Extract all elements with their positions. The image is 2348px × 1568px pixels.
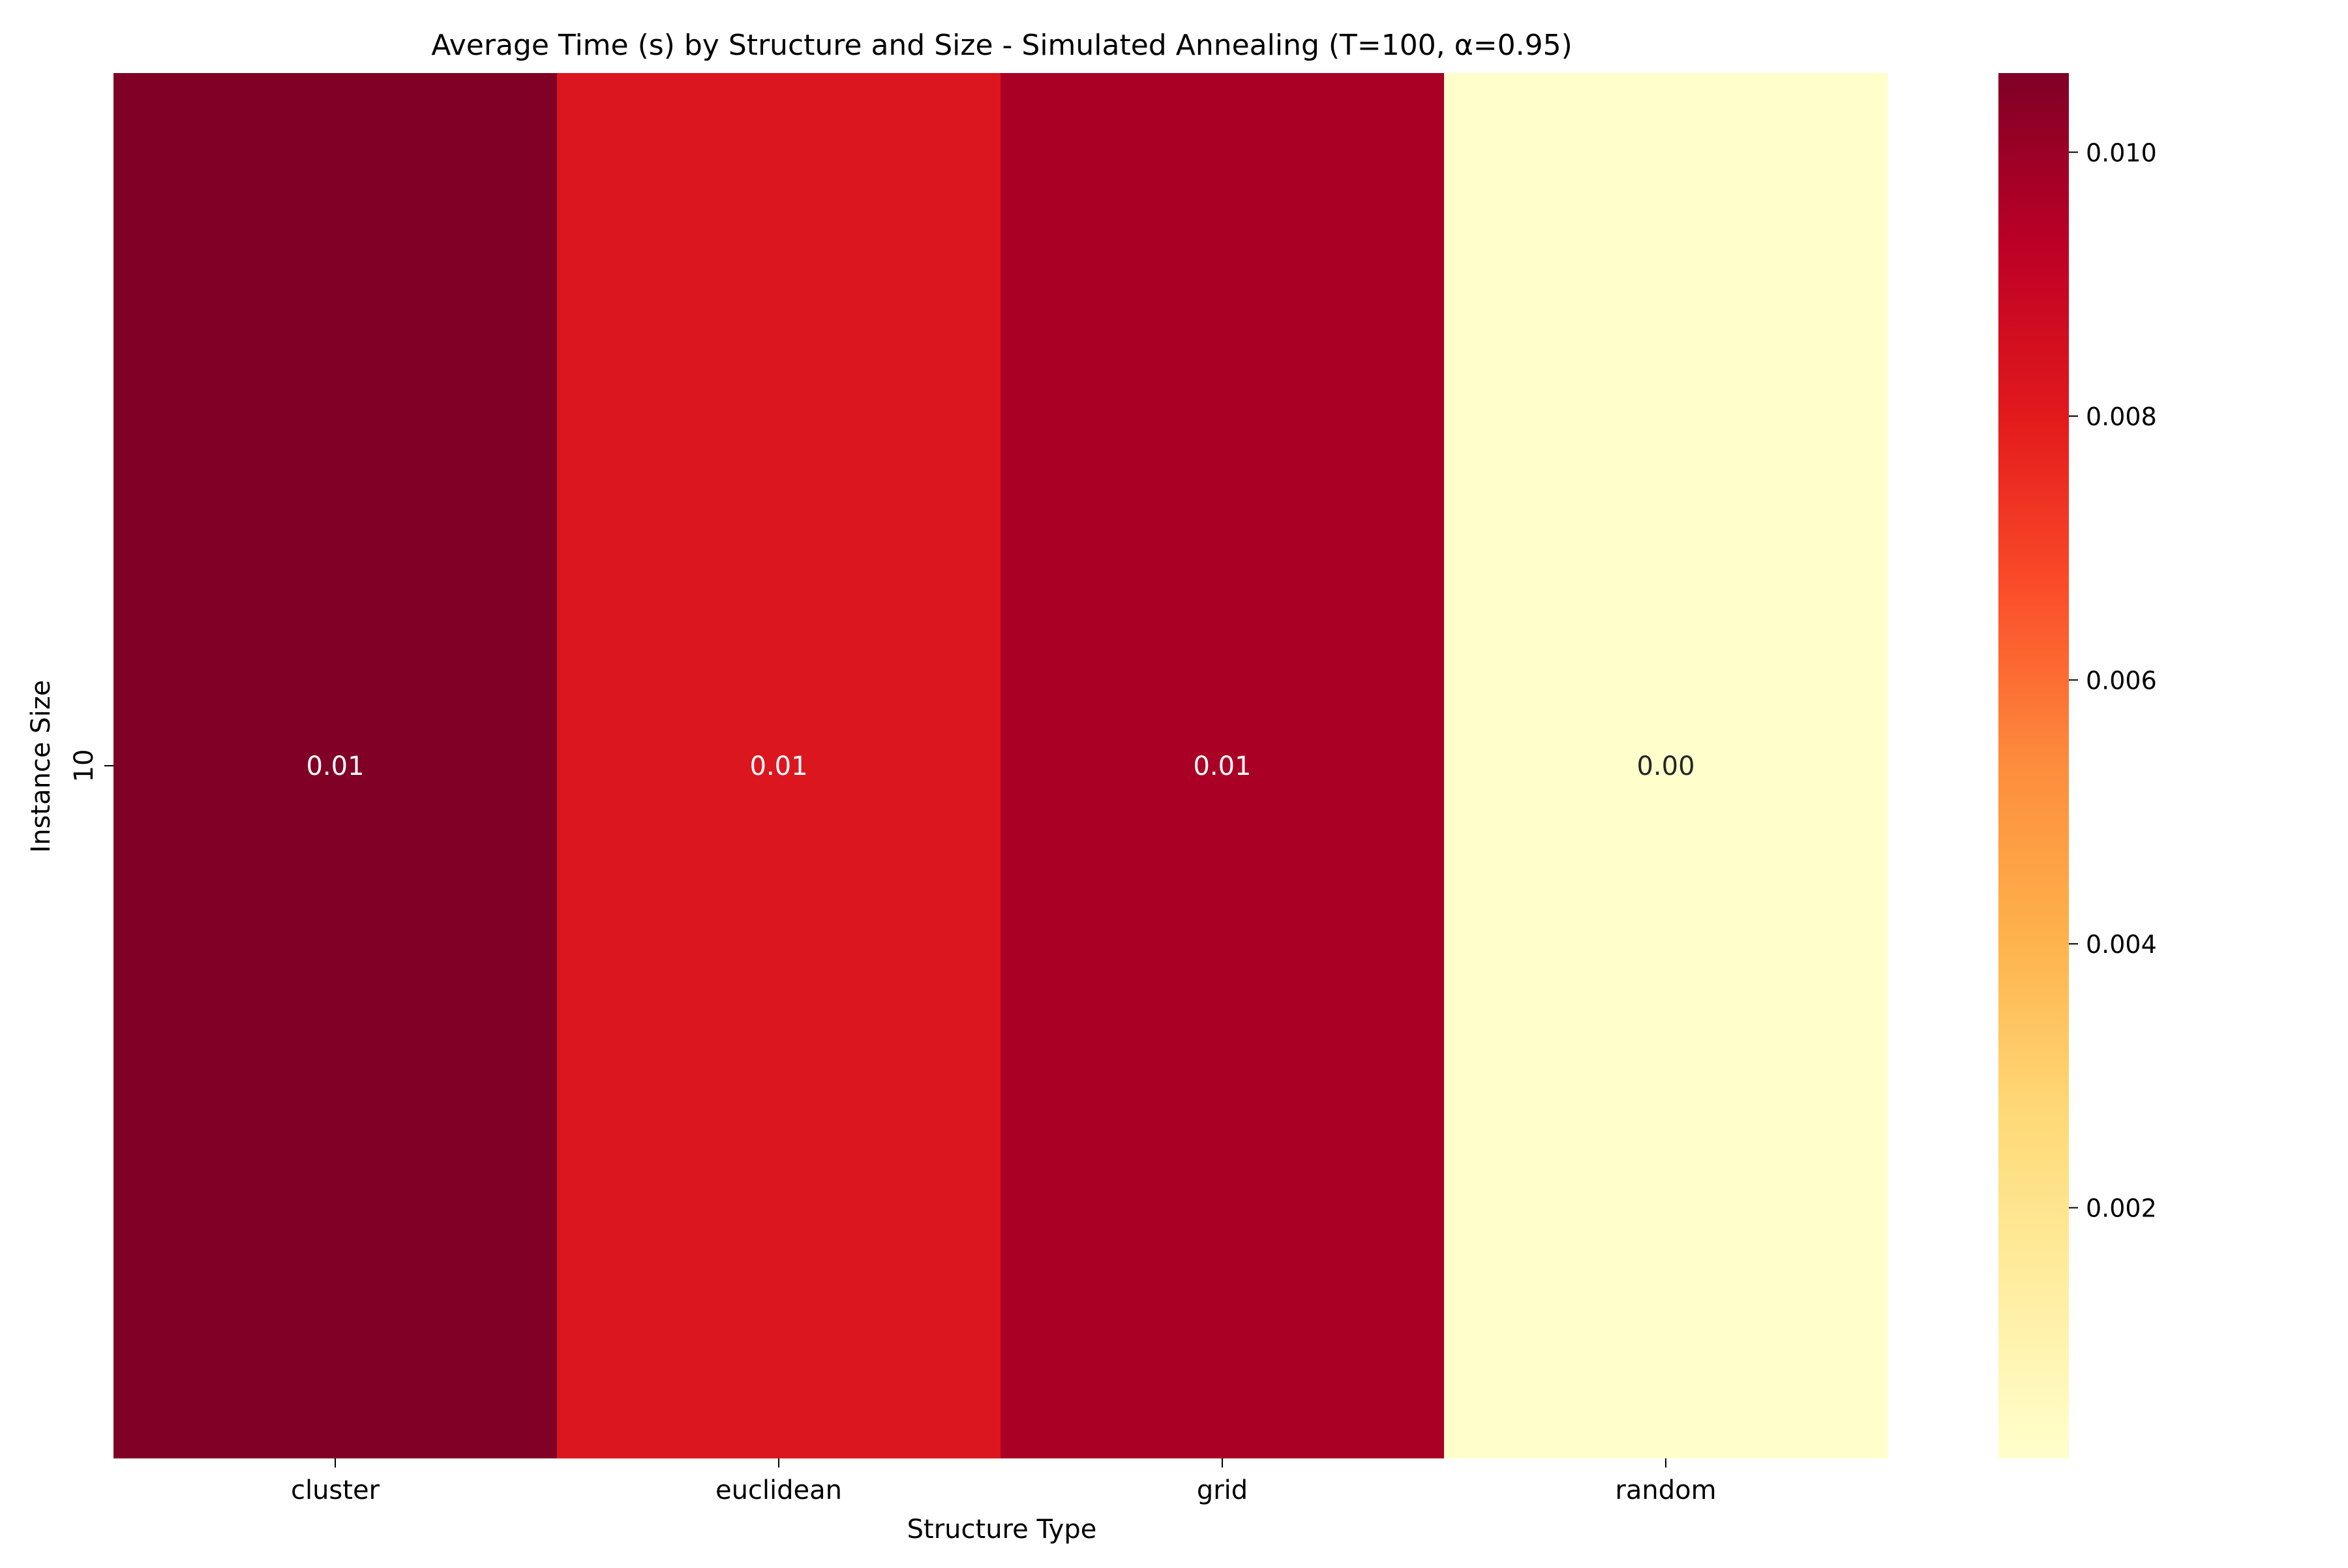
x-axis-label: Structure Type [907,1515,1097,1545]
colorbar-tick-label: 0.006 [2086,667,2157,695]
x-tick-label-random: random [1615,1475,1716,1505]
cell-annotations: 0.01 0.01 0.01 0.00 [306,751,1694,781]
x-tick-label-euclidean: euclidean [715,1475,842,1505]
x-axis-ticks: cluster euclidean grid random [291,1458,1717,1505]
colorbar-tick-label: 0.004 [2086,930,2157,959]
colorbar-tick-label: 0.008 [2086,402,2157,431]
heatmap-cells [113,73,1888,1458]
y-axis-label: Instance Size [26,680,56,853]
cell-annotation-euclidean: 0.01 [749,751,807,781]
colorbar-gradient [1998,73,2069,1458]
cell-annotation-cluster: 0.01 [306,751,364,781]
x-tick-label-grid: grid [1197,1475,1248,1505]
chart-title: Average Time (s) by Structure and Size -… [431,29,1573,62]
colorbar-tick-label: 0.010 [2086,138,2157,167]
y-axis-ticks: 10 [69,749,113,783]
heatmap-cell-cluster [113,73,558,1458]
x-tick-label-cluster: cluster [291,1475,380,1505]
heatmap-cell-random [1444,73,1888,1458]
y-tick-label-10: 10 [69,749,99,783]
colorbar-tick-label: 0.002 [2086,1194,2157,1223]
colorbar-ticks: 0.002 0.004 0.006 0.008 0.010 [2069,138,2157,1223]
heatmap-cell-grid [1001,73,1445,1458]
cell-annotation-random: 0.00 [1636,751,1694,781]
cell-annotation-grid: 0.01 [1193,751,1251,781]
colorbar [1998,73,2069,1458]
heatmap-cell-euclidean [557,73,1001,1458]
